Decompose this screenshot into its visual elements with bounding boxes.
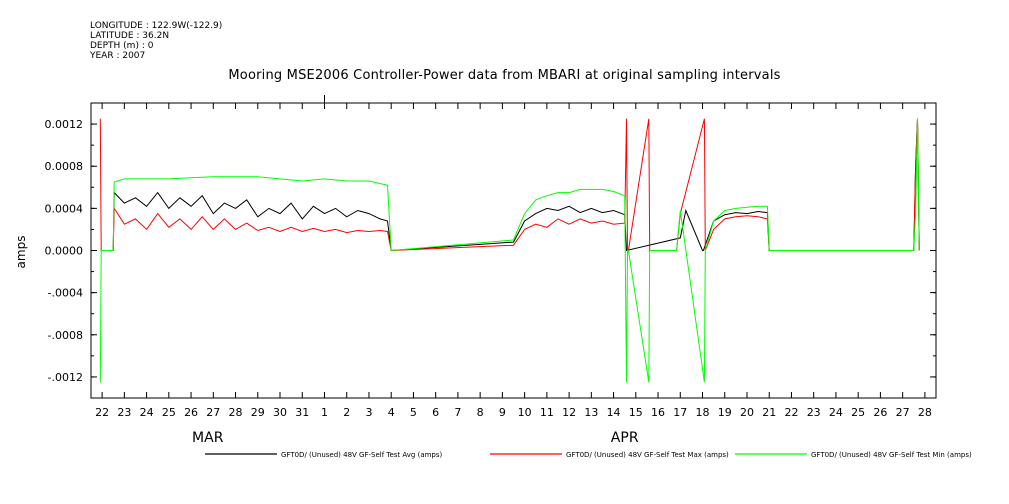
x-tick-label: 25 [851, 406, 865, 419]
x-tick-label: 9 [499, 406, 506, 419]
x-tick-label: 28 [918, 406, 932, 419]
x-tick-label: 8 [477, 406, 484, 419]
latitude-label: LATITUDE : 36.2N [90, 31, 170, 41]
series-line [99, 118, 920, 383]
year-label: YEAR : 2007 [90, 51, 146, 61]
x-tick-label: 6 [432, 406, 439, 419]
y-tick-label: 0.0000 [45, 245, 84, 258]
x-tick-label: 1 [321, 406, 328, 419]
series-line [99, 118, 920, 252]
x-tick-label: 26 [873, 406, 887, 419]
x-tick-label: 26 [184, 406, 198, 419]
month-label: MAR [192, 430, 224, 446]
x-tick-label: 24 [829, 406, 843, 419]
series-layer [99, 118, 920, 383]
chart-title: Mooring MSE2006 Controller-Power data fr… [228, 68, 781, 83]
x-tick-label: 23 [807, 406, 821, 419]
x-tick-label: 21 [762, 406, 776, 419]
x-tick-label: 4 [388, 406, 395, 419]
x-tick-label: 29 [251, 406, 265, 419]
legend-label: GFT0D/ (Unused) 48V GF-Self Test Avg (am… [281, 451, 443, 459]
x-tick-label: 3 [365, 406, 372, 419]
x-tick-label: 14 [607, 406, 621, 419]
x-tick-label: 11 [540, 406, 554, 419]
x-tick-label: 23 [117, 406, 131, 419]
x-tick-label: 16 [651, 406, 665, 419]
y-tick-label: 0.0012 [45, 118, 84, 131]
x-tick-label: 10 [518, 406, 532, 419]
y-tick-label: -.0012 [48, 371, 83, 384]
x-tick-label: 27 [896, 406, 910, 419]
y-tick-label: 0.0008 [45, 160, 84, 173]
x-tick-label: 15 [629, 406, 643, 419]
x-tick-label: 24 [140, 406, 154, 419]
legend-label: GFT0D/ (Unused) 48V GF-Self Test Min (am… [811, 451, 972, 459]
x-tick-label: 17 [673, 406, 687, 419]
y-axis-label: amps [14, 236, 28, 269]
depth-label: DEPTH (m) : 0 [90, 41, 154, 51]
x-tick-label: 27 [206, 406, 220, 419]
x-tick-label: 28 [229, 406, 243, 419]
legend-label: GFT0D/ (Unused) 48V GF-Self Test Max (am… [566, 451, 729, 459]
x-tick-label: 22 [95, 406, 109, 419]
x-tick-label: 12 [562, 406, 576, 419]
y-tick-label: -.0008 [48, 329, 83, 342]
month-label: APR [611, 430, 639, 446]
x-tick-label: 18 [696, 406, 710, 419]
x-tick-label: 13 [584, 406, 598, 419]
x-tick-label: 22 [784, 406, 798, 419]
y-tick-label: -.0004 [48, 287, 83, 300]
x-axis: 22 23 24 25 26 27 28 29 30 31 1 2 3 4 5 6 7 8 9 10 11 12 13 14 1… [95, 95, 932, 446]
series-line [102, 118, 920, 252]
x-tick-label: 19 [718, 406, 732, 419]
longitude-label: LONGITUDE : 122.9W(-122.9) [90, 21, 223, 31]
x-tick-label: 20 [740, 406, 754, 419]
x-tick-label: 25 [162, 406, 176, 419]
metadata-block: LONGITUDE : 122.9W(-122.9) LATITUDE : 36… [90, 21, 222, 61]
y-tick-label: 0.0004 [45, 202, 84, 215]
x-tick-label: 5 [410, 406, 417, 419]
x-tick-label: 31 [295, 406, 309, 419]
x-tick-label: 2 [343, 406, 350, 419]
x-tick-label: 7 [454, 406, 461, 419]
legend: GFT0D/ (Unused) 48V GF-Self Test Avg (am… [205, 451, 972, 459]
x-tick-label: 30 [273, 406, 287, 419]
y-axis: 0.0012 0.0008 0.0004 0.0000 -.0004 -.0008 -.00… [45, 102, 936, 399]
